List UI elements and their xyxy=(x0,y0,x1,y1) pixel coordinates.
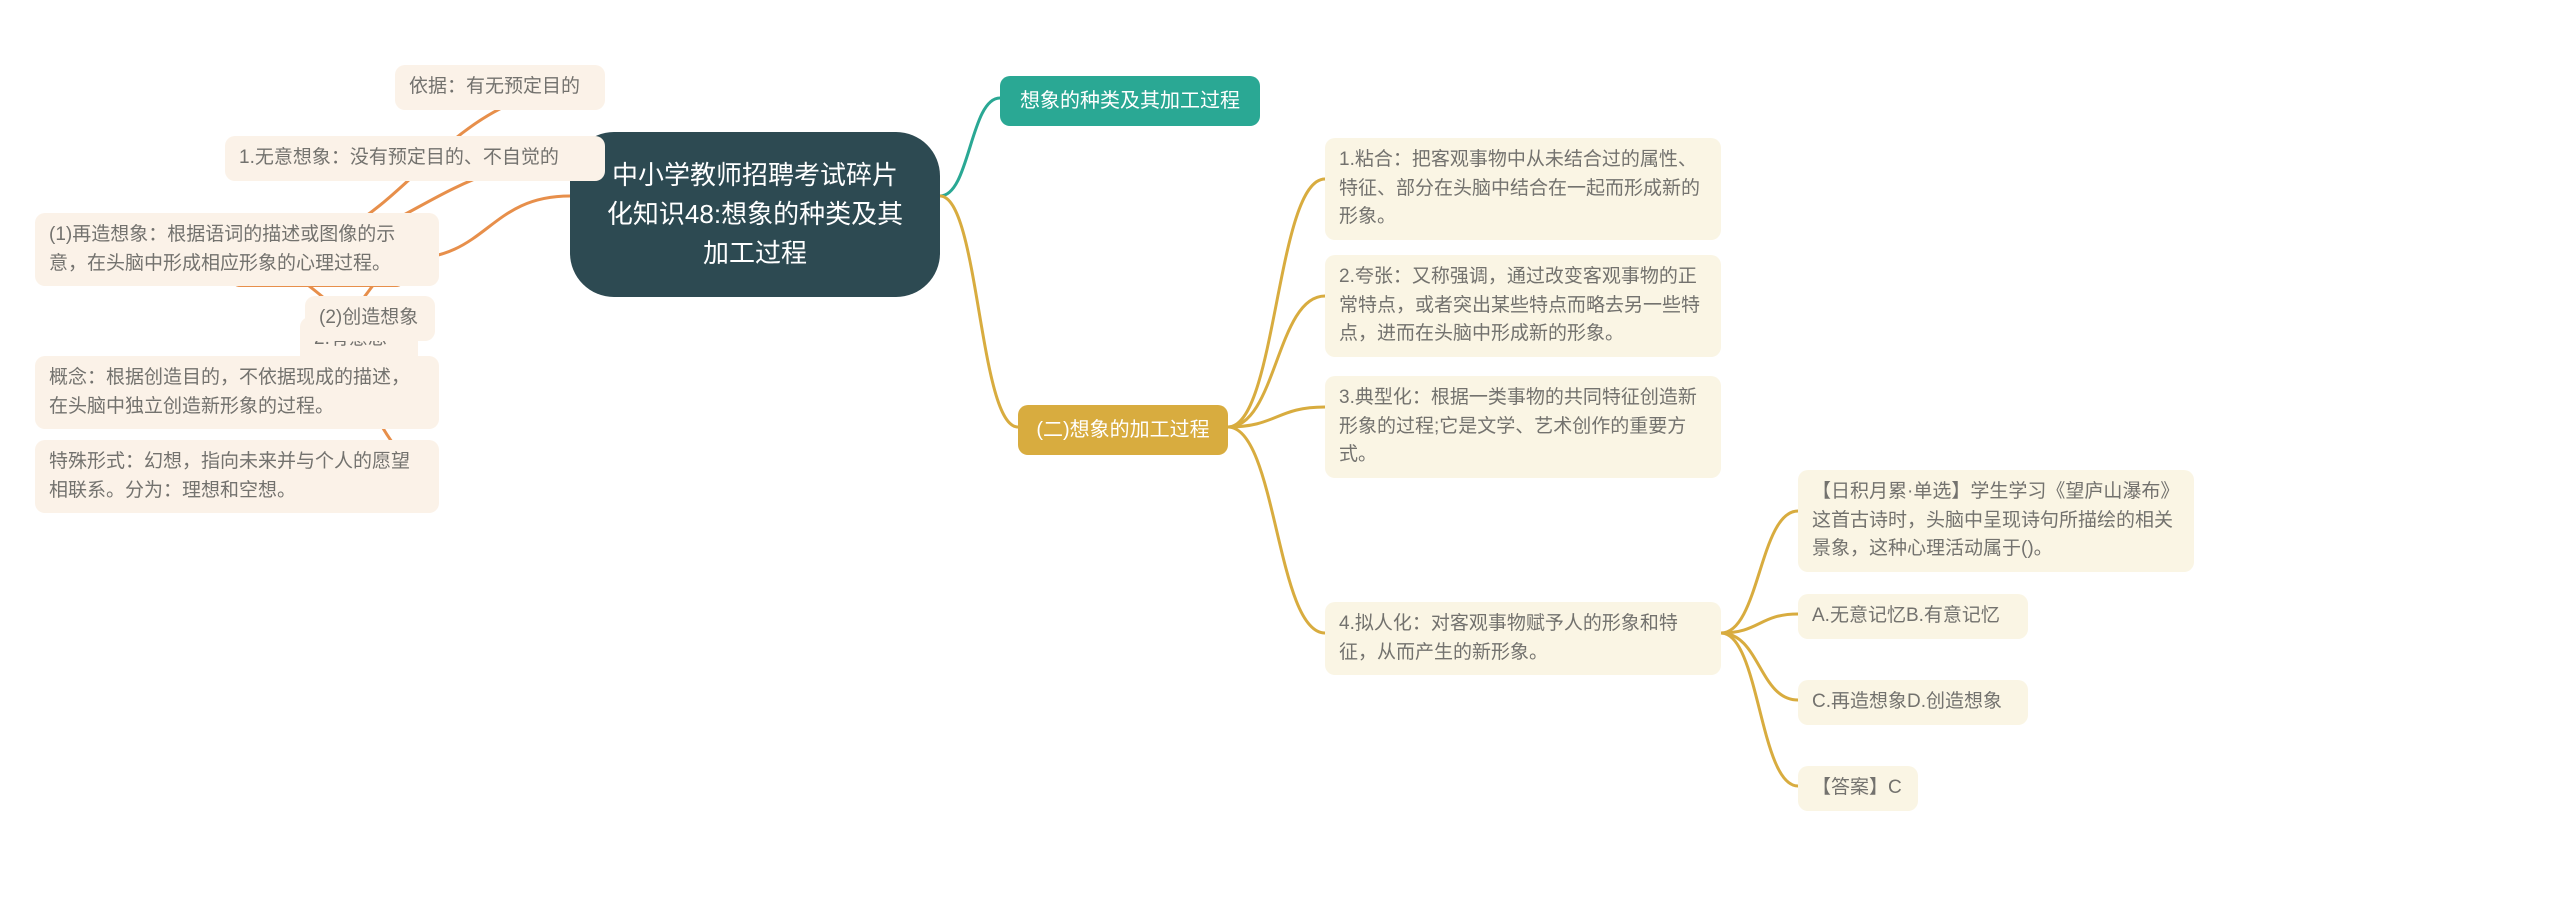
leaf-r3[interactable]: 3.典型化：根据一类事物的共同特征创造新形象的过程;它是文学、艺术创作的重要方式… xyxy=(1325,376,1721,478)
leaf-l1[interactable]: 依据：有无预定目的 xyxy=(395,65,605,110)
mindmap-canvas: 中小学教师招聘考试碎片化知识48:想象的种类及其加工过程 想象的种类及其加工过程… xyxy=(0,0,2560,924)
leaf-r4b[interactable]: A.无意记忆B.有意记忆 xyxy=(1798,594,2028,639)
title-node[interactable]: 想象的种类及其加工过程 xyxy=(1000,76,1260,126)
leaf-r4a[interactable]: 【日积月累·单选】学生学习《望庐山瀑布》这首古诗时，头脑中呈现诗句所描绘的相关景… xyxy=(1798,470,2194,572)
leaf-r4[interactable]: 4.拟人化：对客观事物赋予人的形象和特征，从而产生的新形象。 xyxy=(1325,602,1721,675)
leaf-l3d[interactable]: 特殊形式：幻想，指向未来并与个人的愿望相联系。分为：理想和空想。 xyxy=(35,440,439,513)
leaf-l3b[interactable]: (2)创造想象 xyxy=(305,296,435,341)
leaf-l3a[interactable]: (1)再造想象：根据语词的描述或图像的示意，在头脑中形成相应形象的心理过程。 xyxy=(35,213,439,286)
leaf-l3c[interactable]: 概念：根据创造目的，不依据现成的描述，在头脑中独立创造新形象的过程。 xyxy=(35,356,439,429)
leaf-r4d[interactable]: 【答案】C xyxy=(1798,766,1918,811)
leaf-l2[interactable]: 1.无意想象：没有预定目的、不自觉的 xyxy=(225,136,605,181)
leaf-r4c[interactable]: C.再造想象D.创造想象 xyxy=(1798,680,2028,725)
leaf-r2[interactable]: 2.夸张：又称强调，通过改变客观事物的正常特点，或者突出某些特点而略去另一些特点… xyxy=(1325,255,1721,357)
root-node[interactable]: 中小学教师招聘考试碎片化知识48:想象的种类及其加工过程 xyxy=(570,132,940,297)
leaf-r1[interactable]: 1.粘合：把客观事物中从未结合过的属性、特征、部分在头脑中结合在一起而形成新的形… xyxy=(1325,138,1721,240)
right-branch-node[interactable]: (二)想象的加工过程 xyxy=(1018,405,1228,455)
